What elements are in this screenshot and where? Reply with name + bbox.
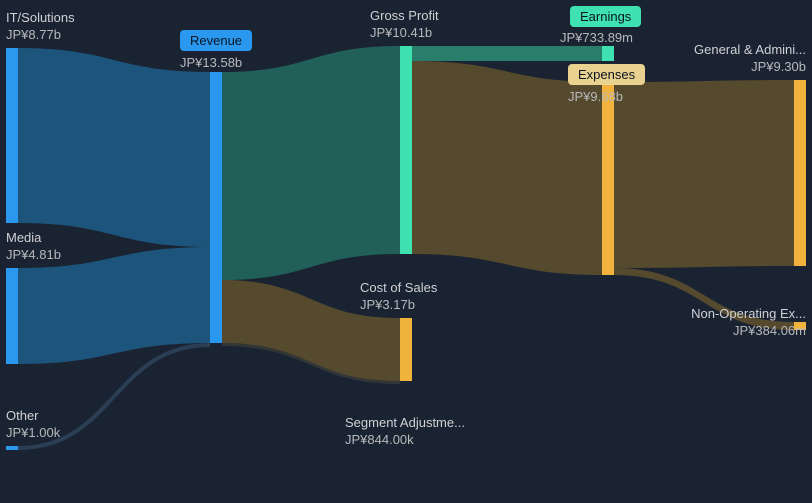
node-title-it_solutions: IT/Solutions bbox=[6, 10, 75, 27]
node-label-gross_profit[interactable]: Gross ProfitJP¥10.41b bbox=[370, 8, 439, 42]
pill-revenue[interactable]: Revenue bbox=[180, 30, 252, 51]
node-value-gen_admin: JP¥9.30b bbox=[694, 59, 806, 76]
node-label-media[interactable]: MediaJP¥4.81b bbox=[6, 230, 61, 264]
node-value-cost_of_sales: JP¥3.17b bbox=[360, 297, 437, 314]
node-value-expenses: JP¥9.68b bbox=[568, 89, 623, 106]
node-title-non_op: Non-Operating Ex... bbox=[691, 306, 806, 323]
sankey-node-cost_of_sales[interactable] bbox=[400, 318, 412, 381]
sankey-node-gross_profit[interactable] bbox=[400, 46, 412, 254]
node-label-non_op[interactable]: Non-Operating Ex...JP¥384.06m bbox=[691, 306, 806, 340]
sankey-link[interactable] bbox=[412, 46, 602, 61]
node-value-gross_profit: JP¥10.41b bbox=[370, 25, 439, 42]
node-label-it_solutions[interactable]: IT/SolutionsJP¥8.77b bbox=[6, 10, 75, 44]
sankey-node-gen_admin[interactable] bbox=[794, 80, 806, 266]
sankey-node-media[interactable] bbox=[6, 268, 18, 364]
node-title-other: Other bbox=[6, 408, 60, 425]
node-value-earnings: JP¥733.89m bbox=[560, 30, 633, 47]
node-label-cost_of_sales[interactable]: Cost of SalesJP¥3.17b bbox=[360, 280, 437, 314]
node-title-cost_of_sales: Cost of Sales bbox=[360, 280, 437, 297]
node-label-seg_adj_lbl[interactable]: Segment Adjustme...JP¥844.00k bbox=[345, 415, 465, 449]
node-label-other[interactable]: OtherJP¥1.00k bbox=[6, 408, 60, 442]
node-title-media: Media bbox=[6, 230, 61, 247]
node-value-other: JP¥1.00k bbox=[6, 425, 60, 442]
node-value-media: JP¥4.81b bbox=[6, 247, 61, 264]
sankey-link[interactable] bbox=[18, 48, 210, 247]
pill-expenses[interactable]: Expenses bbox=[568, 64, 645, 85]
node-value-revenue: JP¥13.58b bbox=[180, 55, 242, 72]
sankey-node-revenue[interactable] bbox=[210, 72, 222, 343]
sankey-chart: IT/SolutionsJP¥8.77bMediaJP¥4.81bOtherJP… bbox=[0, 0, 812, 503]
node-value-seg_adj_lbl: JP¥844.00k bbox=[345, 432, 465, 449]
node-title-seg_adj_lbl: Segment Adjustme... bbox=[345, 415, 465, 432]
node-value-it_solutions: JP¥8.77b bbox=[6, 27, 75, 44]
node-label-gen_admin[interactable]: General & Admini...JP¥9.30b bbox=[694, 42, 806, 76]
sankey-link[interactable] bbox=[222, 46, 400, 280]
sankey-link[interactable] bbox=[18, 247, 210, 364]
sankey-node-it_solutions[interactable] bbox=[6, 48, 18, 223]
pill-earnings[interactable]: Earnings bbox=[570, 6, 641, 27]
node-value-non_op: JP¥384.06m bbox=[691, 323, 806, 340]
node-title-gross_profit: Gross Profit bbox=[370, 8, 439, 25]
sankey-link[interactable] bbox=[614, 80, 794, 268]
sankey-node-expenses[interactable] bbox=[602, 82, 614, 275]
node-title-gen_admin: General & Admini... bbox=[694, 42, 806, 59]
sankey-node-other[interactable] bbox=[6, 446, 18, 450]
sankey-node-earnings[interactable] bbox=[602, 46, 614, 61]
